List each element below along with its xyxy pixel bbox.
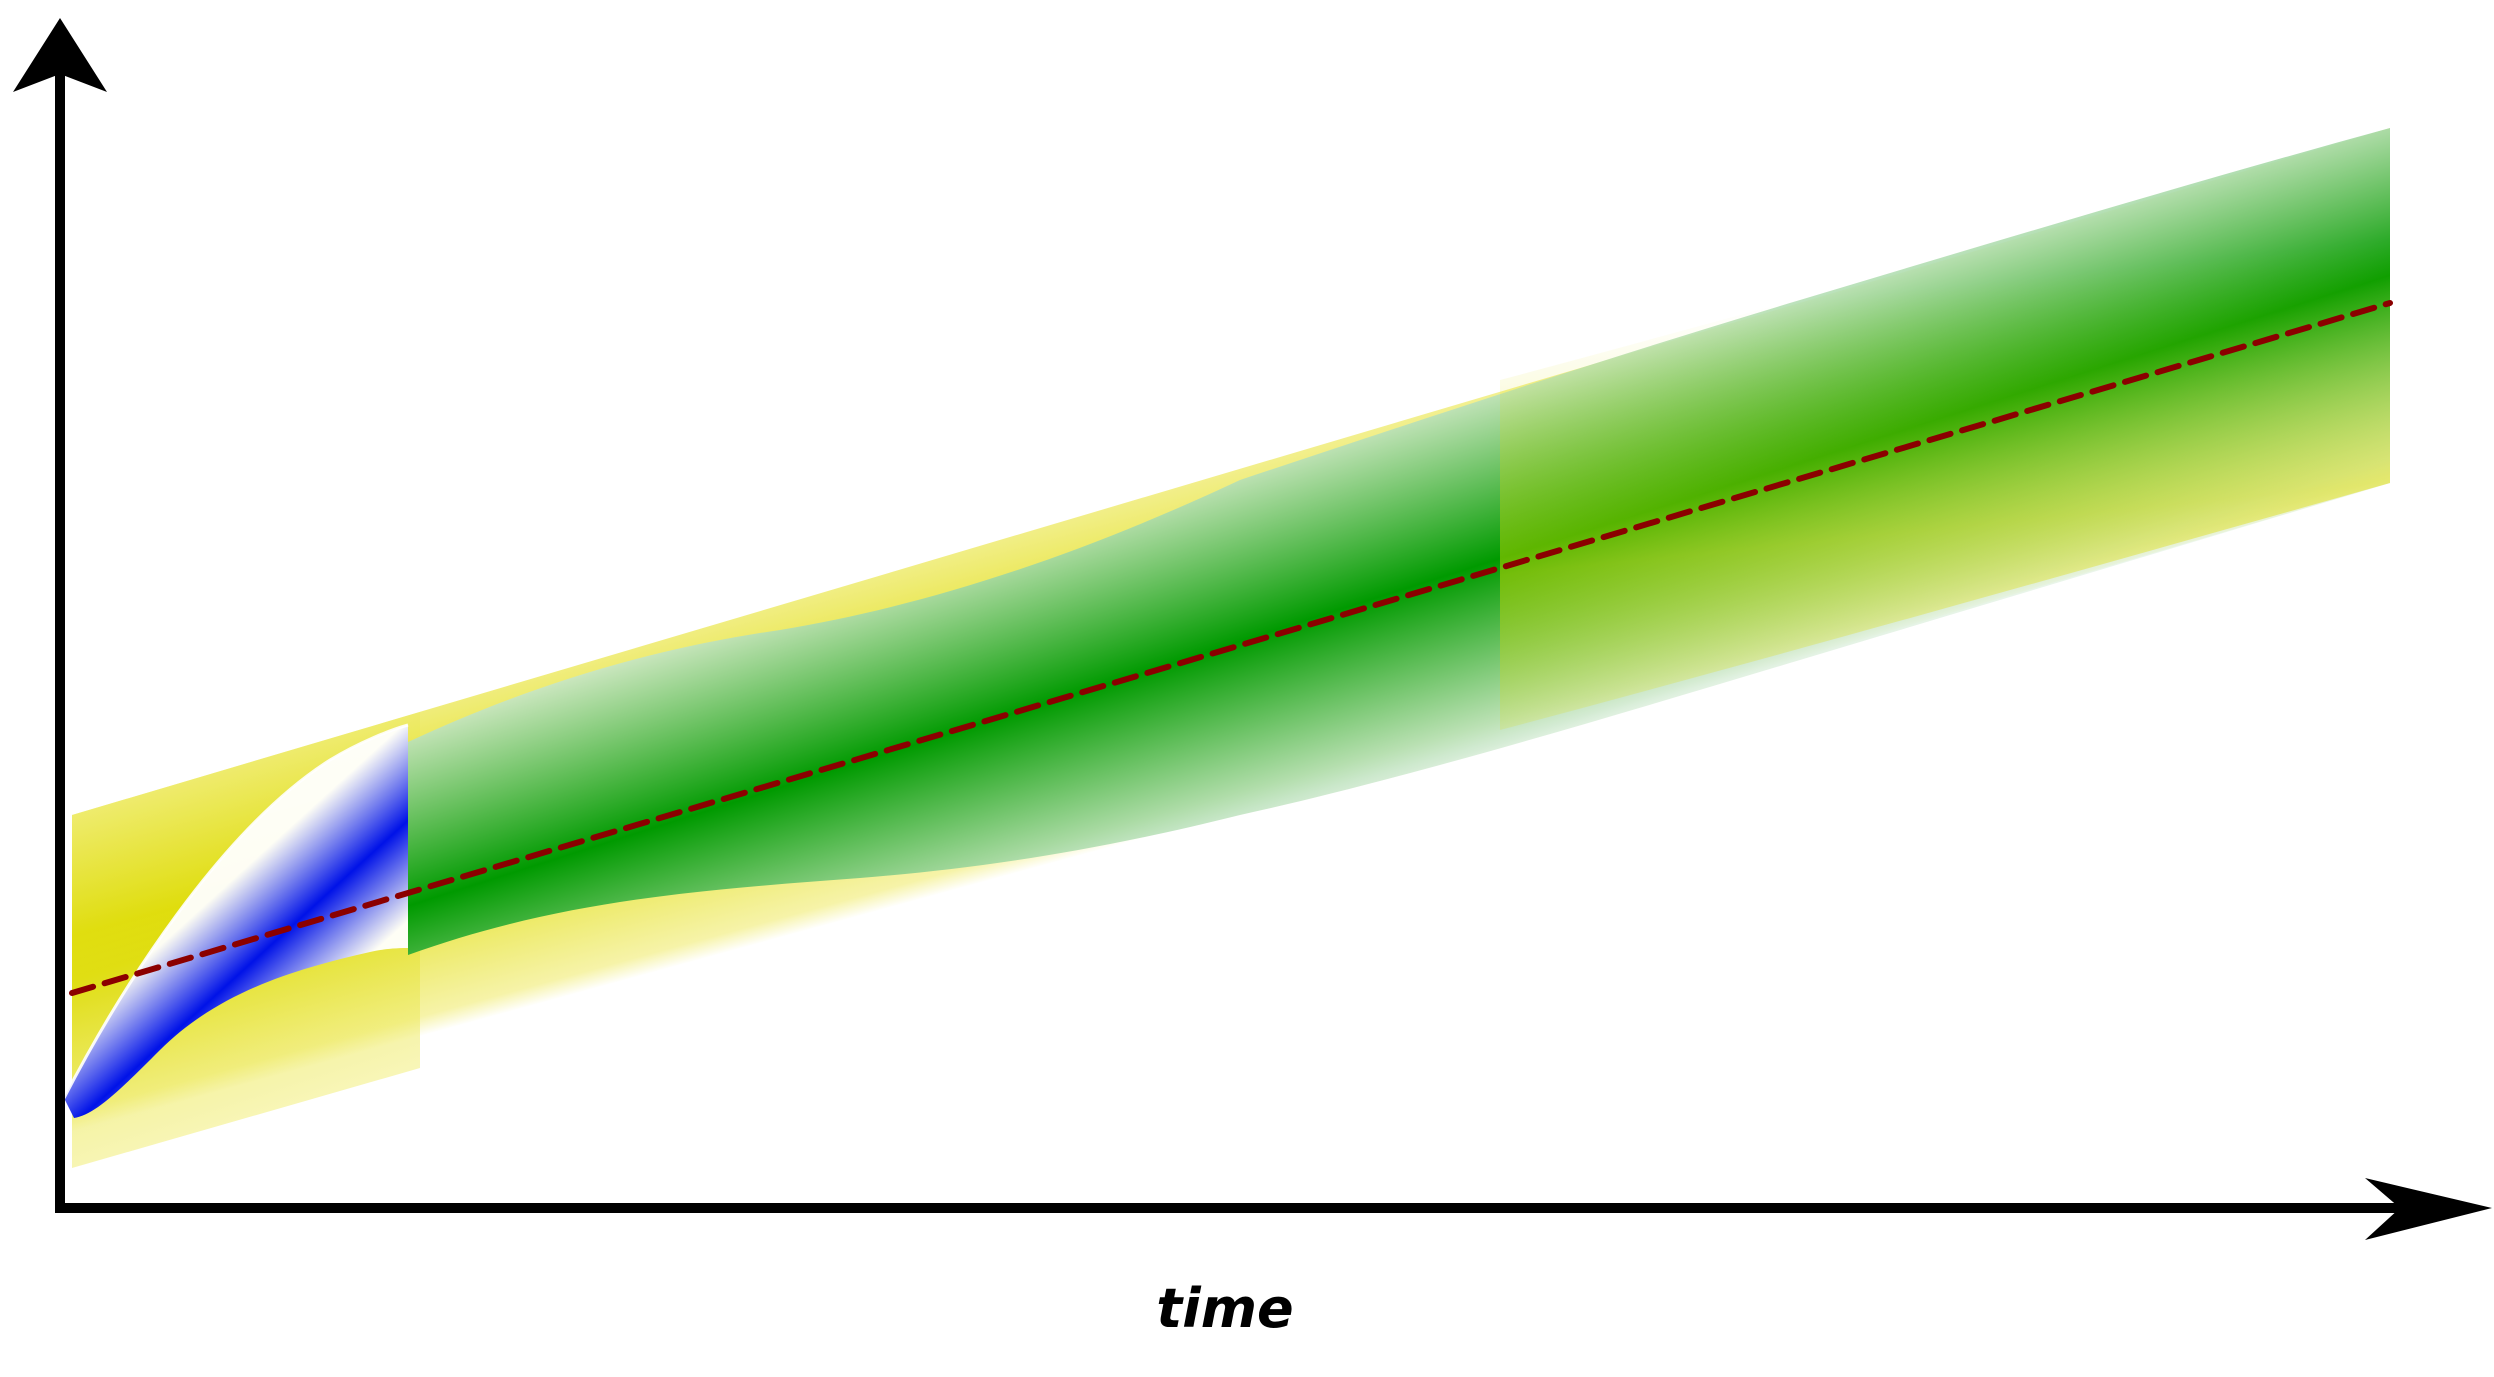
x-axis [55, 1178, 2492, 1240]
trend-line [69, 300, 2393, 996]
x-axis-arrow-icon [2365, 1178, 2492, 1240]
x-axis-label-text: time [1156, 1277, 1294, 1340]
inner-uncertainty-band [408, 128, 2390, 955]
y-axis [13, 18, 107, 1212]
x-axis-label: time [0, 1282, 2494, 1336]
y-axis-arrow-icon [13, 18, 107, 92]
initial-uncertainty-band [62, 723, 409, 1118]
